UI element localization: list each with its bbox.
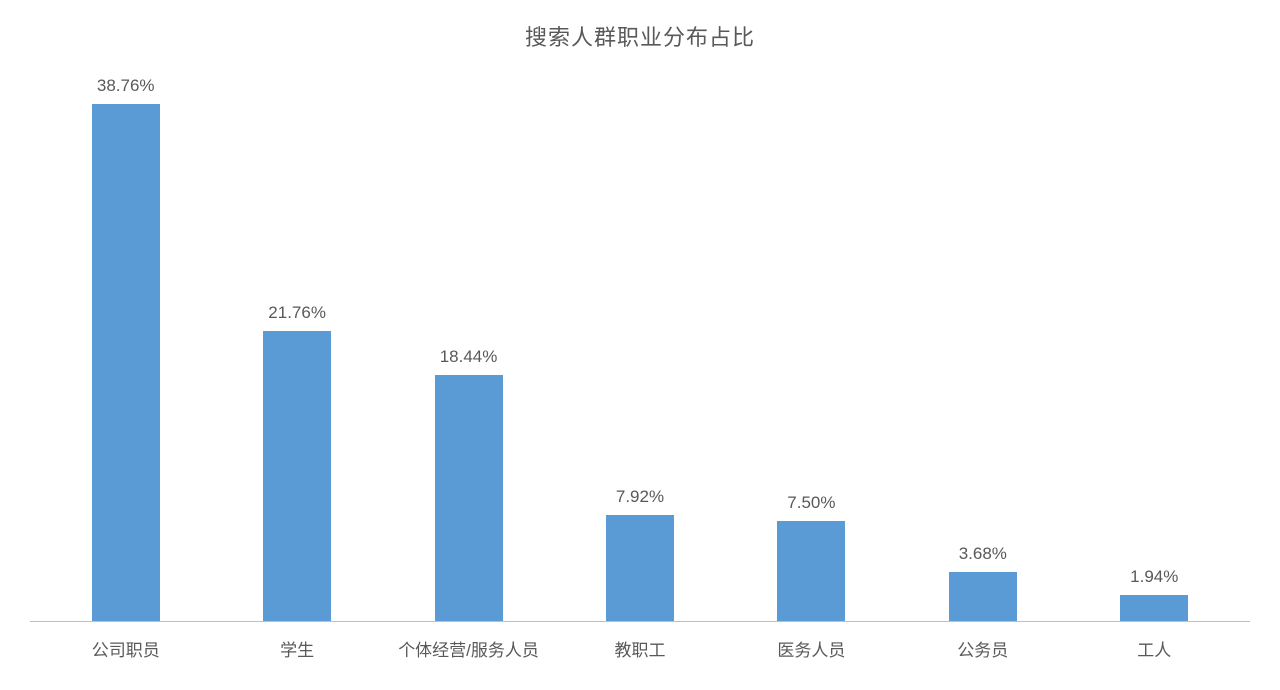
bar-group-3: 7.92% [554, 62, 725, 621]
x-label-5: 公务员 [897, 636, 1068, 661]
bar-group-0: 38.76% [40, 62, 211, 621]
bar-value-label-6: 1.94% [1130, 567, 1178, 587]
bar-6 [1120, 595, 1188, 621]
bar-value-label-5: 3.68% [959, 544, 1007, 564]
bar-group-2: 18.44% [383, 62, 554, 621]
x-axis-labels: 公司职员 学生 个体经营/服务人员 教职工 医务人员 公务员 工人 [30, 636, 1250, 661]
bar-group-5: 3.68% [897, 62, 1068, 621]
x-label-1: 学生 [211, 636, 382, 661]
plot-area: 38.76% 21.76% 18.44% 7.92% 7.50% 3.68% [30, 62, 1250, 622]
bar-group-4: 7.50% [726, 62, 897, 621]
bar-3 [606, 515, 674, 621]
bar-2 [435, 375, 503, 621]
bar-group-6: 1.94% [1069, 62, 1240, 621]
bar-4 [777, 521, 845, 621]
bar-value-label-0: 38.76% [97, 76, 155, 96]
bar-group-1: 21.76% [211, 62, 382, 621]
x-label-4: 医务人员 [726, 636, 897, 661]
bar-value-label-4: 7.50% [787, 493, 835, 513]
bar-5 [949, 572, 1017, 621]
x-label-0: 公司职员 [40, 636, 211, 661]
bar-0 [92, 104, 160, 621]
bar-value-label-1: 21.76% [268, 303, 326, 323]
x-label-3: 教职工 [554, 636, 725, 661]
chart-title: 搜索人群职业分布占比 [30, 20, 1250, 52]
bar-1 [263, 331, 331, 621]
bar-value-label-3: 7.92% [616, 487, 664, 507]
bar-value-label-2: 18.44% [440, 347, 498, 367]
bars-wrapper: 38.76% 21.76% 18.44% 7.92% 7.50% 3.68% [30, 62, 1250, 621]
x-label-2: 个体经营/服务人员 [383, 636, 554, 661]
chart-container: 搜索人群职业分布占比 38.76% 21.76% 18.44% 7.92% 7.… [0, 0, 1280, 690]
x-label-6: 工人 [1069, 636, 1240, 661]
